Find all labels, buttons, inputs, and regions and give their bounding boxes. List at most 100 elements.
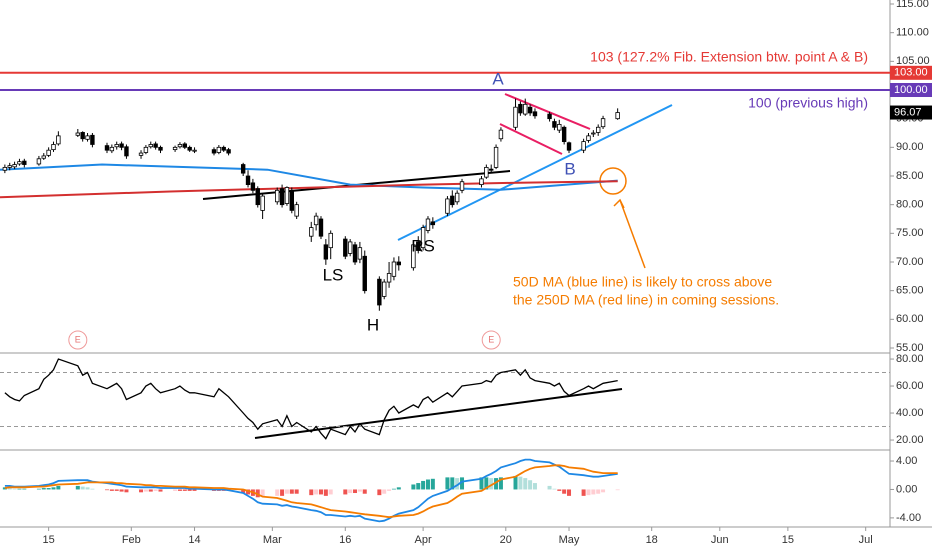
histogram-bar: [387, 489, 392, 491]
x-tick-label: 14: [188, 534, 200, 546]
earnings-label: E: [75, 334, 81, 344]
candle-body: [454, 192, 460, 203]
histogram-bar: [255, 489, 260, 498]
candle-body: [386, 273, 392, 283]
candle-body: [56, 135, 61, 145]
pattern-label: RS: [411, 236, 435, 255]
candle-body: [595, 126, 601, 133]
candle-body: [323, 244, 329, 260]
candle-body: [586, 135, 591, 141]
candle-body: [187, 146, 192, 151]
candle-body: [12, 164, 17, 168]
candle-body: [561, 126, 567, 143]
y-tick-label: 40.00: [896, 407, 924, 419]
histogram-bar: [241, 489, 246, 494]
candle-body: [143, 146, 149, 153]
callout: 50D MA (blue line) is likely to cross ab…: [513, 274, 772, 290]
candle-body: [430, 221, 436, 226]
candle-body: [2, 167, 8, 171]
histogram-bar: [518, 476, 523, 490]
candle-body: [211, 149, 217, 154]
histogram-bar: [547, 485, 552, 490]
histogram-bar: [36, 488, 41, 490]
histogram-bar: [22, 488, 27, 490]
histogram-bar: [153, 489, 158, 491]
candle-body: [177, 144, 183, 148]
histogram-bar: [46, 488, 51, 490]
level-tag: [890, 65, 932, 80]
candle-body: [250, 182, 256, 191]
histogram-bar: [391, 488, 396, 490]
histogram-bar: [513, 475, 518, 490]
candle-body: [347, 241, 353, 254]
candle-body: [119, 143, 124, 148]
pattern-label: A: [492, 69, 504, 88]
y-tick-label: 105.00: [896, 55, 930, 67]
candle-body: [527, 106, 533, 114]
candle-body: [615, 112, 620, 120]
candle-body: [275, 189, 280, 203]
histogram-bar: [445, 477, 450, 490]
candle-body: [318, 218, 324, 237]
histogram-bar: [425, 479, 430, 490]
candle-body: [547, 113, 552, 120]
histogram-bar: [280, 489, 285, 496]
candle-body: [411, 244, 416, 269]
candle-body: [382, 281, 387, 297]
histogram-bar: [450, 477, 455, 490]
candle-body: [313, 215, 319, 226]
histogram-bar: [109, 489, 114, 491]
histogram-bar: [416, 483, 421, 490]
candle-body: [459, 181, 465, 191]
histogram-bar: [104, 489, 109, 491]
earnings-marker: [481, 330, 501, 350]
candle-body: [557, 124, 562, 131]
arrow: [619, 199, 646, 269]
candle-body: [309, 227, 314, 237]
candle-body: [600, 118, 606, 128]
histogram-bar: [17, 488, 22, 490]
histogram-bar: [523, 478, 528, 490]
candle-body: [109, 146, 115, 152]
arrow-head: [613, 198, 625, 209]
y-tick-label: 80.00: [896, 199, 924, 211]
candle-body: [22, 160, 27, 165]
candle-body: [416, 241, 421, 251]
level-tag: [890, 83, 932, 98]
histogram-bar: [596, 489, 601, 494]
histogram-bar: [119, 489, 124, 492]
candle-body: [377, 278, 382, 306]
candle-body: [294, 204, 299, 217]
pattern-label: H: [367, 315, 379, 334]
y-tick-label: 0.00: [896, 483, 917, 495]
y-tick-label: 90.00: [896, 141, 924, 153]
y-tick-label: 80.00: [896, 353, 924, 365]
histogram-bar: [421, 480, 426, 490]
candle-body: [498, 129, 504, 140]
candle-body: [172, 146, 178, 151]
histogram-bar: [158, 489, 163, 492]
histogram-bar: [260, 489, 265, 497]
candle-body: [425, 218, 431, 231]
candle-body: [46, 149, 51, 156]
candle-body: [182, 143, 188, 148]
histogram-bar: [484, 477, 489, 490]
histogram-bar: [328, 489, 333, 495]
histogram-bar: [56, 485, 61, 490]
candle-body: [7, 165, 12, 168]
moving-average: [0, 163, 618, 191]
histogram-bar: [353, 489, 358, 494]
histogram-bar: [51, 487, 56, 490]
histogram-bar: [294, 489, 299, 494]
pattern-label: LS: [323, 265, 344, 284]
histogram-bar: [552, 488, 557, 490]
earnings-label: E: [488, 334, 494, 344]
candle-body: [260, 195, 265, 211]
x-tick-label: Jul: [859, 534, 873, 546]
level-label: 103.00: [894, 67, 928, 79]
candle-body: [216, 146, 222, 153]
candle-body: [124, 146, 129, 157]
candle-body: [581, 141, 586, 151]
